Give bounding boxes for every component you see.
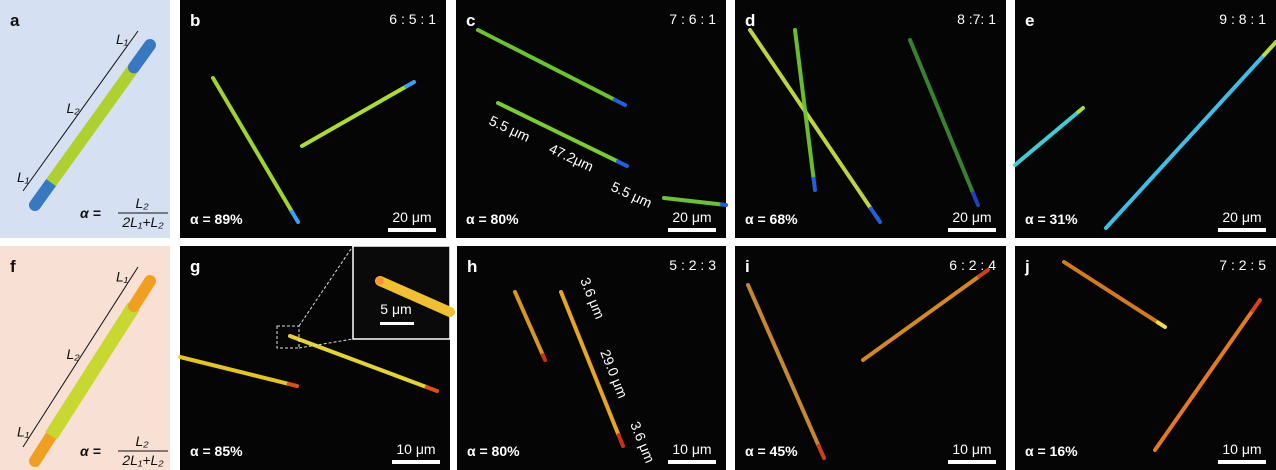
micrograph-panel xyxy=(180,0,446,238)
panel-letter: d xyxy=(745,11,755,30)
scale-bar xyxy=(388,228,436,232)
panel-letter: i xyxy=(745,257,750,276)
scale-label: 20 μm xyxy=(1222,209,1261,225)
formula-lhs: α = xyxy=(80,205,101,221)
alpha-value: α = 31% xyxy=(1025,211,1078,227)
scale-label: 10 μm xyxy=(1222,441,1261,457)
composition-ratio: 6 : 2 : 4 xyxy=(949,257,996,273)
scale-label: 20 μm xyxy=(392,209,431,225)
scale-label: 20 μm xyxy=(672,209,711,225)
composition-ratio: 5 : 2 : 3 xyxy=(669,257,716,273)
composition-ratio: 7 : 6 : 1 xyxy=(669,11,716,27)
scale-bar xyxy=(1218,460,1266,464)
formula-lhs: α = xyxy=(80,443,101,459)
composition-ratio: 8 :7: 1 xyxy=(957,11,996,27)
panel-letter: f xyxy=(10,257,16,276)
rod-label: L₂ xyxy=(67,100,81,116)
rod-label: L₁ xyxy=(116,269,129,285)
inset-scale-bar xyxy=(380,322,414,325)
alpha-value: α = 45% xyxy=(745,443,798,459)
formula-denominator: 2L₁+L₂ xyxy=(121,214,164,230)
alpha-value: α = 16% xyxy=(1025,443,1078,459)
scale-label: 20 μm xyxy=(952,209,991,225)
alpha-value: α = 80% xyxy=(467,443,520,459)
rod-tip xyxy=(543,355,545,360)
inset-rod-tip xyxy=(376,277,384,285)
panel-letter: e xyxy=(1025,11,1034,30)
scale-label: 10 μm xyxy=(396,441,435,457)
alpha-value: α = 89% xyxy=(190,211,243,227)
rod-label: L₁ xyxy=(17,423,30,439)
formula-denominator: 2L₁+L₂ xyxy=(121,452,164,468)
scale-bar xyxy=(392,460,440,464)
panel-letter: j xyxy=(1024,257,1030,276)
panel-letter: h xyxy=(467,257,477,276)
figure: a L₁ L₂ L₁ α = L₂ 2L₁+L₂ b 6 : 5 : 1 α = 89% 20 μm… xyxy=(0,0,1276,470)
rod-tip xyxy=(289,384,297,386)
scale-bar xyxy=(668,228,716,232)
scale-bar xyxy=(1218,228,1266,232)
composition-ratio: 9 : 8 : 1 xyxy=(1219,11,1266,27)
alpha-value: α = 68% xyxy=(745,211,798,227)
inset-scale-label: 5 μm xyxy=(380,301,411,317)
micrograph-panel xyxy=(1015,0,1276,238)
scale-bar xyxy=(948,228,996,232)
rod-label: L₂ xyxy=(67,346,81,362)
panel-letter: b xyxy=(190,11,200,30)
scale-label: 10 μm xyxy=(952,441,991,457)
rod-label: L₁ xyxy=(17,169,30,185)
rod-label: L₁ xyxy=(116,31,129,47)
alpha-value: α = 80% xyxy=(466,211,519,227)
rod-tip xyxy=(814,179,815,190)
micrograph-panel xyxy=(735,0,1006,238)
composition-ratio: 6 : 5 : 1 xyxy=(389,11,436,27)
formula-numerator: L₂ xyxy=(135,433,149,449)
formula-numerator: L₂ xyxy=(135,195,149,211)
micrograph-panel xyxy=(1015,246,1276,470)
composition-ratio: 7 : 2 : 5 xyxy=(1219,257,1266,273)
panel-letter: c xyxy=(466,11,475,30)
scale-bar xyxy=(948,460,996,464)
panel-letter: g xyxy=(190,257,200,276)
alpha-value: α = 85% xyxy=(190,443,243,459)
micrograph-panel xyxy=(735,246,1006,470)
scale-label: 10 μm xyxy=(672,441,711,457)
scale-bar xyxy=(668,460,716,464)
panel-letter: a xyxy=(10,11,20,30)
